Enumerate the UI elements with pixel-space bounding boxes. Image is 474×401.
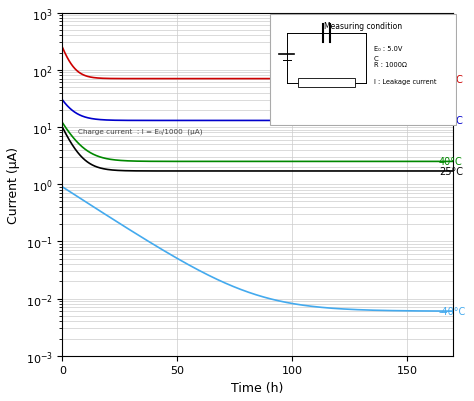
Text: 85°C: 85°C (439, 75, 463, 84)
Text: 40°C: 40°C (439, 157, 463, 167)
Text: Measuring condition: Measuring condition (324, 22, 401, 31)
Text: -40°C: -40°C (439, 306, 466, 316)
Bar (298, 79, 355, 88)
Text: C: C (374, 56, 379, 62)
Y-axis label: Current (μA): Current (μA) (7, 146, 20, 223)
Text: R : 1000Ω: R : 1000Ω (374, 62, 407, 68)
X-axis label: Time (h): Time (h) (231, 381, 284, 394)
FancyBboxPatch shape (270, 15, 456, 125)
Text: I : Leakage current: I : Leakage current (374, 79, 437, 85)
Text: E₀ : 5.0V: E₀ : 5.0V (374, 45, 402, 51)
Text: 70°C: 70°C (439, 116, 463, 126)
Text: Charge current  : I = E₀/1000  (μA): Charge current : I = E₀/1000 (μA) (78, 128, 202, 135)
Text: 25°C: 25°C (439, 166, 463, 176)
